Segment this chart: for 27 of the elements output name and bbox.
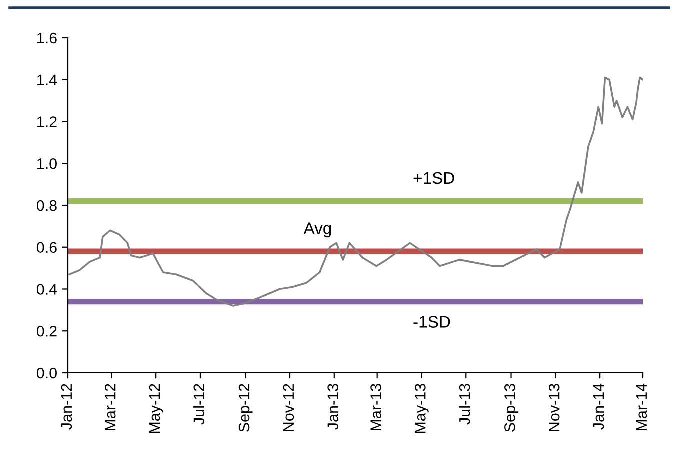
ref-line-label: +1SD — [414, 172, 454, 184]
y-tick-label: 0.2 — [36, 326, 57, 337]
y-tick-label: 0.4 — [36, 284, 58, 295]
y-tick-label: 0.6 — [36, 242, 57, 254]
ref-line-label: -1SD — [414, 316, 450, 328]
x-tick-label: Jul-13 — [459, 384, 470, 425]
x-tick-label: Nov-13 — [548, 384, 560, 432]
x-tick-label: Jan-14 — [593, 384, 604, 430]
y-tick-label: 0.8 — [36, 200, 57, 212]
y-tick-label: 1.6 — [38, 32, 57, 44]
y-tick-label: 0.0 — [36, 368, 57, 379]
y-tick-label: 1.0 — [38, 158, 57, 170]
x-tick-label: Sep-13 — [504, 384, 518, 432]
x-tick-label: Sep-12 — [238, 384, 253, 432]
line-series — [68, 76, 643, 307]
x-tick-label: Nov-12 — [283, 384, 294, 432]
ref-line-label: Avg — [304, 222, 332, 238]
x-tick-label: Jan-12 — [61, 384, 72, 430]
x-tick-label: Jan-13 — [328, 384, 338, 430]
y-tick-label: 1.4 — [38, 74, 58, 86]
x-tick-label: Mar-14 — [636, 384, 648, 431]
y-tick-label: 1.2 — [38, 116, 57, 128]
x-tick-label: May-13 — [415, 384, 429, 434]
x-tick-label: May-12 — [149, 384, 164, 434]
x-tick-label: Mar-13 — [370, 384, 382, 431]
x-tick-label: Jul-12 — [193, 384, 205, 425]
x-tick-label: Mar-12 — [104, 384, 116, 431]
